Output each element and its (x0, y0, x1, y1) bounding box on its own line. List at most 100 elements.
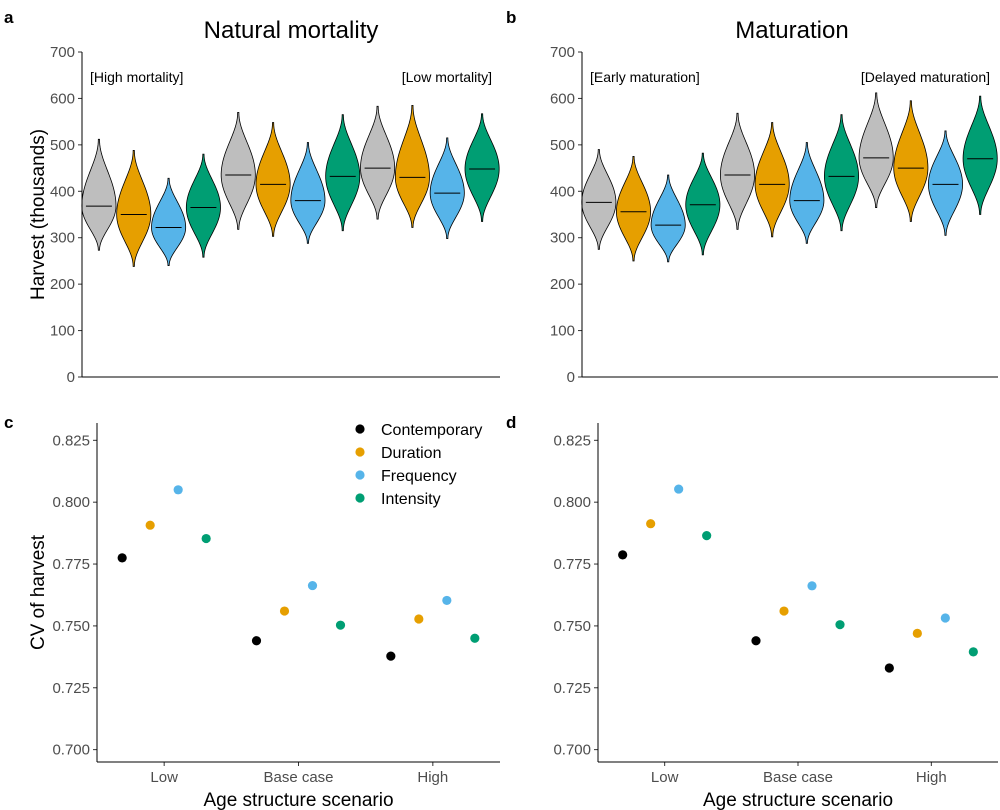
violin-a-contemporary (81, 138, 117, 251)
violin-a-contemporary (220, 111, 256, 230)
y-tick-label: 0.825 (52, 432, 90, 449)
violin-b-contemporary (858, 92, 894, 208)
point-d-intensity (968, 647, 978, 657)
y-tick-label: 0.750 (52, 618, 90, 635)
legend-label-duration: Duration (381, 445, 441, 462)
point-c-contemporary (117, 553, 127, 563)
violin-a-intensity (325, 114, 361, 232)
y-tick-label: 0.775 (52, 556, 90, 573)
x-tick-label: High (417, 769, 448, 786)
point-d-duration (779, 606, 789, 616)
legend-key-intensity (355, 493, 365, 503)
point-c-contemporary (251, 636, 262, 646)
point-d-intensity (702, 530, 712, 541)
legend-label-contemporary: Contemporary (381, 422, 482, 439)
panels: Natural mortality 0 100 200 300 400 500 600 700 H… (28, 17, 998, 810)
violin-b-duration (893, 100, 929, 222)
y-tick-label: 200 (550, 276, 575, 293)
y-tick-label: 0 (567, 369, 575, 386)
annotation-left-a: [High mortality] (90, 69, 183, 85)
point-c-contemporary (386, 651, 396, 661)
y-tick-label: 500 (550, 137, 575, 154)
y-axis-title-c: CV of harvest (28, 534, 49, 650)
violin-b-contemporary (720, 112, 755, 230)
violin-b-intensity (685, 152, 721, 256)
y-axis-title-a: Harvest (thousands) (28, 129, 49, 300)
y-tick-label: 600 (50, 90, 75, 107)
legend-label-frequency: Frequency (381, 468, 457, 485)
violin-b-frequency (928, 130, 963, 236)
panel-letter-d: d (506, 413, 516, 432)
violin-b-duration (615, 156, 652, 262)
panel-title-a: Natural mortality (204, 17, 379, 44)
point-d-contemporary (751, 636, 761, 646)
y-tick-label: 0.700 (52, 742, 90, 759)
y-tick-label: 0 (67, 369, 75, 386)
panel-a: Natural mortality 0 100 200 300 400 500 600 700 H… (28, 17, 500, 386)
x-tick-label: High (916, 769, 947, 786)
violin-b-intensity (824, 114, 859, 232)
violin-a-duration (116, 150, 152, 267)
y-tick-label: 0.800 (52, 494, 90, 511)
panel-b: Maturation 0 100 200 300 400 500 600 700 [Early m… (550, 17, 998, 386)
violin-a-intensity (464, 113, 500, 222)
y-tick-label: 0.775 (553, 556, 591, 573)
point-c-duration (145, 520, 155, 530)
x-axis-title-c: Age structure scenario (203, 790, 393, 810)
legend-key-contemporary (355, 424, 365, 434)
point-c-intensity (470, 633, 480, 643)
point-d-frequency (674, 484, 684, 494)
violin-a-duration (255, 122, 291, 237)
violin-b-intensity (962, 95, 998, 215)
point-d-contemporary (618, 550, 628, 560)
legend-key-duration (355, 447, 365, 457)
annotation-left-b: [Early maturation] (590, 69, 700, 85)
point-c-frequency (173, 485, 183, 495)
violin-b-duration (754, 122, 790, 238)
y-tick-label: 0.825 (553, 432, 591, 449)
x-axis-title-d: Age structure scenario (703, 790, 893, 810)
panel-letter-c: c (4, 413, 13, 432)
y-tick-label: 300 (50, 230, 75, 247)
annotation-right-a: [Low mortality] (402, 69, 492, 85)
point-c-frequency (442, 595, 452, 606)
point-c-duration (414, 614, 424, 624)
y-tick-label: 0.725 (553, 680, 591, 697)
point-d-duration (912, 628, 922, 638)
x-tick-label: Base case (263, 769, 333, 786)
point-d-frequency (807, 581, 817, 591)
legend-label-intensity: Intensity (381, 491, 441, 508)
y-tick-label: 200 (50, 276, 75, 293)
annotation-right-b: [Delayed maturation] (861, 69, 990, 85)
y-tick-label: 0.750 (553, 618, 591, 635)
y-tick-label: 700 (550, 44, 575, 61)
y-tick-label: 400 (50, 183, 75, 200)
legend: Contemporary Duration Frequency Intensity (355, 422, 482, 508)
violin-b-contemporary (581, 149, 617, 250)
point-d-intensity (835, 620, 845, 630)
point-d-contemporary (884, 663, 894, 673)
y-tick-label: 0.725 (52, 680, 90, 697)
violin-a-duration (394, 104, 430, 228)
y-tick-label: 300 (550, 230, 575, 247)
violin-a-contemporary (360, 105, 396, 220)
panel-d: 0.700 0.725 0.750 0.775 0.800 0.825 Low Base ca… (553, 423, 998, 810)
x-tick-label: Base case (763, 769, 833, 786)
violin-a-frequency (290, 142, 326, 244)
point-d-duration (646, 519, 656, 529)
violin-b-frequency (650, 174, 686, 263)
panel-letter-a: a (4, 8, 14, 27)
y-tick-label: 500 (50, 137, 75, 154)
x-tick-label: Low (150, 769, 178, 786)
point-c-intensity (335, 620, 346, 630)
x-tick-label: Low (651, 769, 679, 786)
y-tick-label: 100 (50, 323, 75, 340)
y-tick-label: 700 (50, 44, 75, 61)
y-tick-label: 600 (550, 90, 575, 107)
violin-a-frequency (151, 177, 187, 266)
y-tick-label: 0.800 (553, 494, 591, 511)
point-c-frequency (307, 580, 318, 591)
point-c-duration (279, 606, 290, 616)
violin-a-frequency (429, 137, 465, 240)
